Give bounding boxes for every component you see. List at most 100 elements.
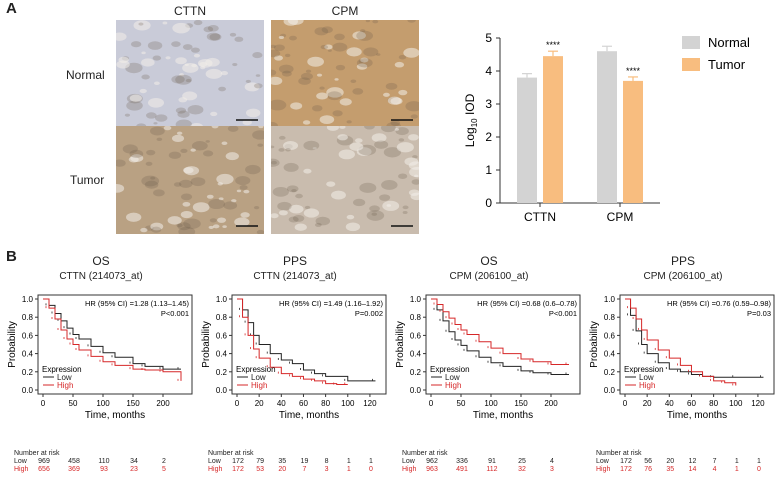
risk-count: 1 (756, 458, 761, 465)
tissue-blot (239, 185, 248, 190)
x-tick-label: 150 (514, 399, 528, 408)
risk-count: 14 (688, 466, 697, 473)
risk-count: 76 (644, 466, 653, 473)
tissue-blot (179, 73, 185, 77)
tissue-blot (124, 113, 130, 117)
km-title: PPS (282, 254, 307, 268)
tissue-blot (398, 89, 408, 96)
tissue-blot (312, 146, 317, 150)
tissue-blot (283, 20, 299, 26)
y-tick-label: 1.0 (410, 295, 422, 304)
tissue-blot (298, 77, 311, 85)
risk-count: 336 (456, 458, 468, 465)
km-title: OS (92, 254, 110, 268)
tissue-blot (126, 212, 142, 222)
y-axis-label: Probability (7, 321, 18, 368)
ihc-texture (271, 20, 419, 128)
tissue-blot (235, 175, 251, 186)
tissue-blot (327, 91, 342, 101)
tissue-blot (271, 49, 281, 58)
tissue-blot (376, 53, 381, 56)
tissue-blot (148, 97, 165, 108)
tissue-blot (353, 198, 366, 207)
tissue-blot (320, 44, 329, 50)
y-axis-label: Probability (395, 321, 406, 368)
tissue-blot (206, 32, 221, 41)
ihc-image-cpm-tumor (271, 126, 419, 234)
tissue-blot (218, 86, 226, 92)
tissue-blot (402, 205, 409, 210)
risk-count: 7 (302, 466, 307, 473)
tissue-blot (271, 44, 276, 49)
tissue-blot (410, 114, 418, 119)
p-value: P<0.001 (549, 309, 577, 318)
tissue-blot (295, 193, 303, 199)
tissue-blot (116, 32, 127, 41)
tissue-blot (356, 30, 373, 41)
tissue-blot (129, 94, 142, 102)
tissue-blot (271, 99, 287, 111)
tissue-blot (271, 213, 279, 219)
tissue-blot (337, 134, 348, 141)
tissue-blot (209, 218, 217, 223)
risk-table: Number at risk Low 172 79 35 19 8 1 1 High 172 53 20… (208, 450, 373, 474)
tissue-blot (386, 204, 392, 207)
tissue-blot (146, 149, 156, 156)
legend-label: Tumor (708, 57, 746, 72)
tissue-blot (153, 122, 158, 125)
tissue-blot (305, 69, 312, 73)
tissue-blot (253, 206, 260, 210)
risk-count: 5 (162, 466, 166, 473)
ihc-image-cttn-normal (116, 20, 264, 128)
tissue-blot (167, 216, 182, 225)
tissue-blot (414, 174, 419, 178)
tissue-blot (175, 74, 192, 85)
legend-swatch (682, 36, 700, 49)
x-axis-label: Time, months (667, 410, 727, 421)
x-tick-label: 150 (126, 399, 140, 408)
tissue-blot (303, 140, 320, 151)
tissue-blot (152, 55, 162, 61)
tissue-blot (359, 182, 377, 193)
risk-count: 1 (346, 458, 351, 465)
x-tick-label: 40 (277, 399, 286, 408)
tissue-blot (332, 42, 348, 52)
tissue-blot (182, 91, 198, 101)
tissue-blot (175, 119, 193, 128)
ihc-column-cttn: CTTN (174, 4, 206, 18)
y-tick-label: 5 (485, 31, 492, 45)
x-tick-label: 100 (729, 399, 743, 408)
tissue-blot (179, 179, 193, 188)
risk-count: 1 (734, 458, 739, 465)
ihc-texture (116, 20, 264, 128)
risk-row-label: Low (596, 458, 609, 465)
risk-count: 1 (734, 466, 739, 473)
tissue-blot (408, 134, 419, 141)
tissue-blot (234, 36, 244, 42)
tissue-blot (380, 126, 396, 133)
tissue-blot (285, 148, 291, 152)
tissue-blot (279, 135, 286, 140)
y-axis-label: Log10 IOD (463, 93, 479, 147)
tissue-blot (205, 68, 223, 79)
tissue-blot (245, 164, 261, 175)
tissue-blot (190, 148, 196, 152)
x-tick-label: 0 (429, 399, 434, 408)
tissue-blot (206, 194, 214, 199)
x-tick-label: 0 (235, 399, 240, 408)
tissue-blot (398, 138, 405, 142)
tissue-blot (192, 202, 210, 213)
risk-table-header: Number at risk (14, 450, 60, 457)
tissue-blot (314, 222, 322, 227)
risk-count: 4 (550, 458, 554, 465)
legend-label: Low (57, 373, 72, 382)
legend-label: Low (251, 373, 266, 382)
tissue-blot (141, 74, 150, 80)
legend-title: Expression (430, 365, 470, 374)
significance-label: **** (626, 66, 641, 76)
tissue-blot (284, 53, 291, 58)
tissue-blot (257, 143, 264, 147)
tissue-blot (172, 22, 190, 34)
hazard-ratio: HR (95% CI) =0.76 (0.59–0.98) (667, 299, 772, 308)
tissue-blot (300, 72, 313, 80)
